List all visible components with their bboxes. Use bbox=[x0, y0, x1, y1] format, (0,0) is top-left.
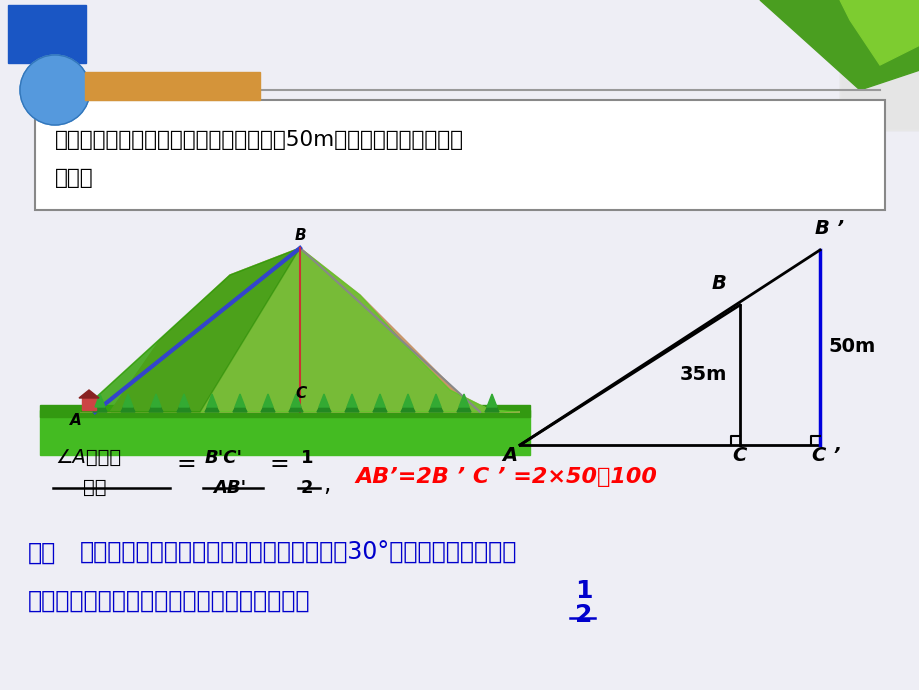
Text: 水管？: 水管？ bbox=[55, 168, 94, 188]
Text: C: C bbox=[732, 446, 745, 465]
Polygon shape bbox=[839, 0, 919, 65]
Polygon shape bbox=[457, 398, 471, 412]
Polygon shape bbox=[345, 398, 358, 412]
Text: 在上面的问题中，如果使出水口的高度为50m，那么需要准备多长的: 在上面的问题中，如果使出水口的高度为50m，那么需要准备多长的 bbox=[55, 130, 463, 150]
Polygon shape bbox=[486, 394, 496, 407]
Text: ∠A的对边: ∠A的对边 bbox=[55, 448, 121, 467]
Polygon shape bbox=[375, 394, 384, 407]
Bar bbox=[40, 410, 529, 455]
Text: 1: 1 bbox=[574, 579, 592, 603]
Polygon shape bbox=[319, 394, 329, 407]
Polygon shape bbox=[176, 398, 191, 412]
Polygon shape bbox=[80, 248, 519, 412]
Text: B: B bbox=[295, 228, 306, 243]
Text: =: = bbox=[269, 452, 289, 476]
Polygon shape bbox=[207, 394, 217, 407]
Text: A: A bbox=[502, 446, 516, 465]
Polygon shape bbox=[93, 398, 107, 412]
Bar bbox=[8, 5, 85, 63]
Bar bbox=[839, 0, 919, 130]
Text: ：在一个直角三角形中，如果一个锐角等于30°，那么不管三角形的: ：在一个直角三角形中，如果一个锐角等于30°，那么不管三角形的 bbox=[80, 541, 516, 565]
Polygon shape bbox=[372, 398, 387, 412]
Polygon shape bbox=[205, 398, 219, 412]
Polygon shape bbox=[80, 248, 519, 412]
Bar bbox=[839, 0, 919, 130]
Text: B'C': B'C' bbox=[205, 449, 243, 467]
Polygon shape bbox=[233, 398, 246, 412]
Polygon shape bbox=[121, 398, 135, 412]
Polygon shape bbox=[430, 394, 440, 407]
Text: 大小如何，这个角的对边与斜边的比値都等于: 大小如何，这个角的对边与斜边的比値都等于 bbox=[28, 589, 311, 613]
Text: 结论: 结论 bbox=[28, 541, 56, 565]
Polygon shape bbox=[428, 398, 443, 412]
Text: AB': AB' bbox=[213, 479, 246, 497]
Polygon shape bbox=[459, 394, 469, 407]
Text: C: C bbox=[295, 386, 306, 401]
Polygon shape bbox=[290, 394, 301, 407]
Text: 2: 2 bbox=[301, 479, 313, 497]
Text: 35m: 35m bbox=[679, 365, 727, 384]
Text: A: A bbox=[70, 413, 82, 428]
Polygon shape bbox=[179, 394, 188, 407]
Polygon shape bbox=[289, 398, 302, 412]
Circle shape bbox=[20, 55, 90, 125]
Text: C ’: C ’ bbox=[811, 446, 839, 465]
Text: 2: 2 bbox=[574, 603, 592, 627]
Text: ,: , bbox=[323, 472, 330, 496]
Bar bbox=[85, 72, 260, 100]
Bar bbox=[82, 398, 96, 410]
Polygon shape bbox=[80, 248, 300, 412]
Text: B: B bbox=[711, 274, 726, 293]
Text: 50m: 50m bbox=[827, 337, 874, 356]
Polygon shape bbox=[346, 394, 357, 407]
Polygon shape bbox=[484, 398, 498, 412]
Polygon shape bbox=[149, 398, 163, 412]
Polygon shape bbox=[403, 394, 413, 407]
Bar bbox=[40, 405, 529, 417]
Text: AB’=2B ’ C ’ =2×50＝100: AB’=2B ’ C ’ =2×50＝100 bbox=[355, 467, 656, 487]
Text: 1: 1 bbox=[301, 449, 313, 467]
Text: B ’: B ’ bbox=[814, 219, 843, 238]
Polygon shape bbox=[261, 398, 275, 412]
Polygon shape bbox=[759, 0, 919, 90]
Polygon shape bbox=[317, 398, 331, 412]
Polygon shape bbox=[401, 398, 414, 412]
Text: 斜边: 斜边 bbox=[83, 478, 107, 497]
Bar bbox=[35, 100, 884, 210]
Polygon shape bbox=[95, 394, 105, 407]
Polygon shape bbox=[263, 394, 273, 407]
Text: =: = bbox=[176, 452, 197, 476]
Polygon shape bbox=[123, 394, 133, 407]
Polygon shape bbox=[79, 390, 99, 398]
Polygon shape bbox=[234, 394, 244, 407]
Polygon shape bbox=[151, 394, 161, 407]
